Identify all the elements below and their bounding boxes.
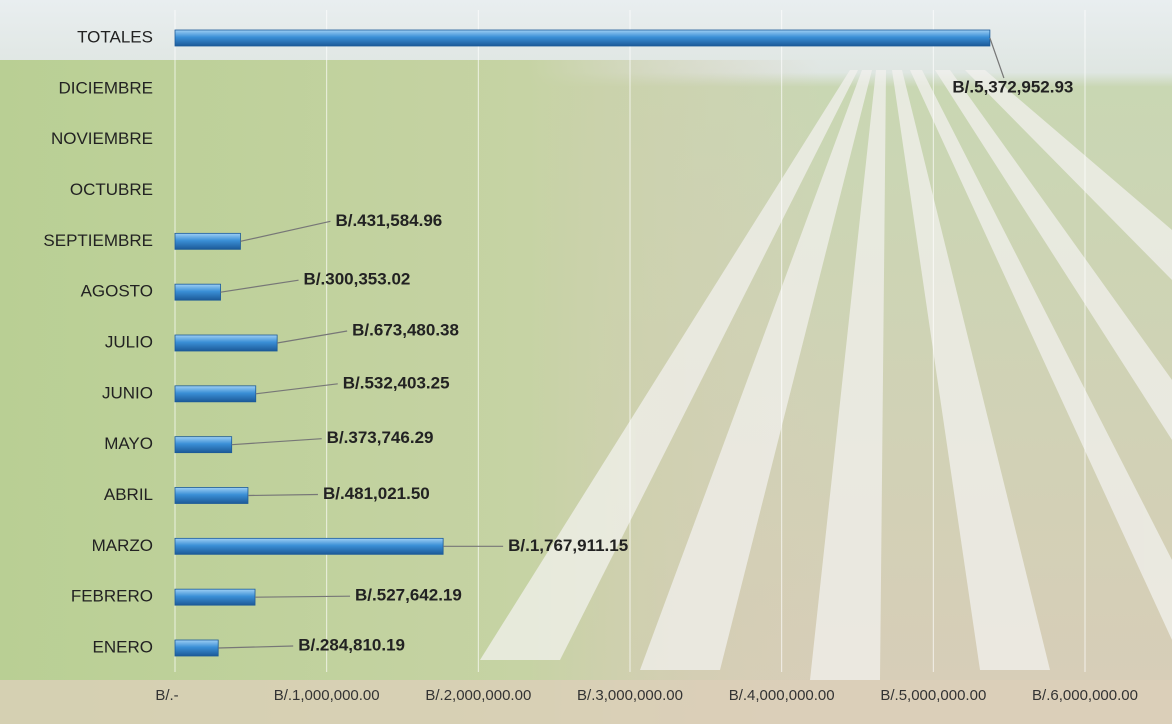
x-tick-label: B/.2,000,000.00 [425,687,531,704]
value-label: B/.532,403.25 [343,373,450,392]
value-label: B/.431,584.96 [335,211,442,230]
bar [175,335,277,351]
x-tick-label: B/.4,000,000.00 [729,687,835,704]
value-label: B/.284,810.19 [298,635,405,654]
y-tick-label: JUNIO [102,383,153,402]
x-tick-label: B/.5,000,000.00 [880,687,986,704]
x-tick-label: B/.6,000,000.00 [1032,687,1138,704]
y-tick-label: TOTALES [77,27,153,46]
bar [175,284,221,300]
background [0,0,1172,724]
x-tick-label: B/.1,000,000.00 [274,687,380,704]
y-tick-label: FEBRERO [71,587,153,606]
y-tick-label: DICIEMBRE [59,78,153,97]
value-label: B/.527,642.19 [355,586,462,605]
y-tick-label: JULIO [105,332,153,351]
y-tick-label: ENERO [93,637,153,656]
value-label: B/.673,480.38 [352,320,459,339]
bar [175,386,256,402]
bar [175,233,240,249]
x-tick-label: B/.3,000,000.00 [577,687,683,704]
y-tick-label: NOVIEMBRE [51,129,153,148]
bar [175,640,218,656]
value-label: B/.300,353.02 [304,270,411,289]
bar [175,589,255,605]
value-label: B/.373,746.29 [327,428,434,447]
y-tick-label: OCTUBRE [70,180,153,199]
value-label: B/.481,021.50 [323,484,430,503]
y-tick-label: MARZO [92,536,153,555]
value-label: B/.5,372,952.93 [952,77,1073,96]
y-tick-label: ABRIL [104,485,153,504]
chart: B/.- B/.1,000,000.00 B/.2,000,000.00 B/.3,0… [0,0,1172,724]
y-tick-label: AGOSTO [81,282,153,301]
y-tick-label: MAYO [104,434,153,453]
x-tick-label: B/.- [155,687,178,704]
value-label: B/.1,767,911.15 [508,536,628,555]
bar [175,488,248,504]
bar [175,30,990,46]
bar [175,437,232,453]
bar [175,538,443,554]
y-tick-label: SEPTIEMBRE [43,231,153,250]
